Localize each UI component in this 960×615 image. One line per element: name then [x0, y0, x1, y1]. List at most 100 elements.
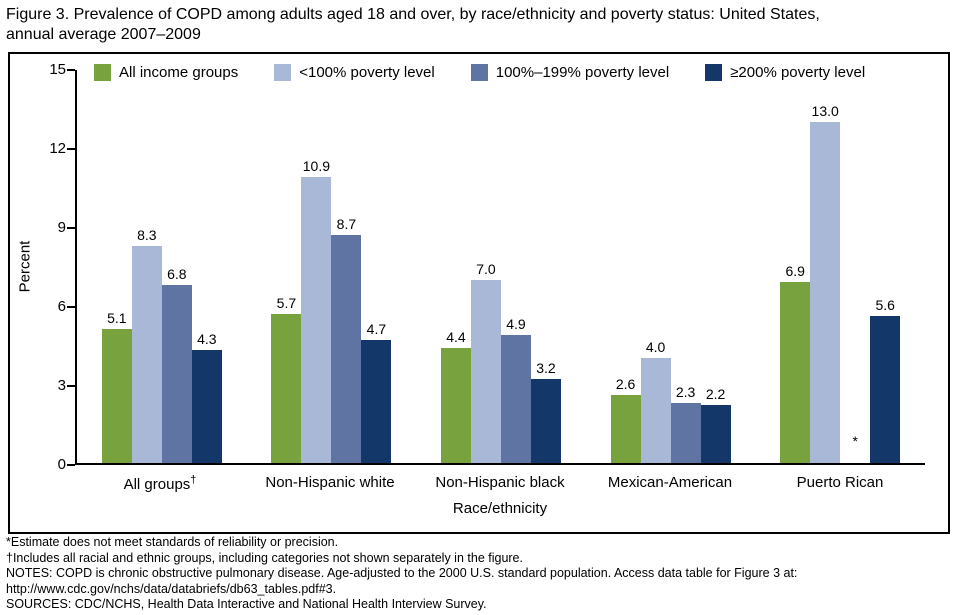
bar-slot: 8.3: [131, 70, 162, 463]
bar: [700, 405, 731, 463]
bar: [670, 402, 701, 463]
footnotes: *Estimate does not meet standards of rel…: [6, 535, 797, 613]
bar-slot: 6.9: [780, 70, 811, 463]
bar-value-label: 2.6: [615, 375, 636, 392]
chart-container: Percent All income groups <100% poverty l…: [8, 52, 950, 534]
bar: [610, 394, 641, 463]
x-axis-label: Race/ethnicity: [452, 500, 548, 517]
bar-value-label: 6.9: [785, 263, 805, 280]
bar-slot: 10.9: [301, 70, 332, 463]
footnote-line: SOURCES: CDC/NCHS, Health Data Interacti…: [6, 597, 487, 611]
bar-value-label: *: [852, 433, 858, 449]
y-tick-mark: [67, 69, 75, 71]
bar-value-label: 5.1: [107, 310, 127, 327]
bar-value-label: 5.6: [875, 297, 895, 314]
bar-slot: 5.7: [271, 70, 302, 463]
y-axis-label: Percent: [16, 240, 34, 293]
figure-title: Figure 3. Prevalence of COPD among adult…: [6, 5, 820, 46]
legend-label: ≥200% poverty level: [730, 64, 866, 81]
bar-group: 5.7 10.9 8.7 4.7: [247, 70, 417, 463]
bar-slot: 8.7: [331, 70, 362, 463]
footnote-line: http://www.cdc.gov/nchs/data/databriefs/…: [6, 581, 337, 596]
bar-value-label: 10.9: [302, 158, 331, 175]
bar-value-label: 2.3: [675, 383, 696, 400]
y-tick-mark: [67, 464, 75, 466]
legend-item: ≥200% poverty level: [705, 64, 865, 81]
category-label: Non-Hispanic white: [265, 474, 395, 491]
legend-label: <100% poverty level: [299, 64, 435, 81]
bar: [301, 177, 332, 463]
y-tick-label: 12: [49, 140, 66, 157]
bar-slot: 2.2: [700, 70, 731, 463]
bar-value-label: 8.7: [336, 216, 357, 233]
bar-group: 4.4 7.0 4.9 3.2: [416, 70, 586, 463]
bar: [640, 358, 671, 463]
bar-slot: 4.0: [640, 70, 671, 463]
legend-swatch: [470, 64, 488, 81]
bar: [191, 350, 222, 463]
figure-title-line1: Figure 3. Prevalence of COPD among adult…: [6, 6, 820, 23]
bar-slot: 7.0: [470, 70, 501, 463]
plot-area: 5.1 8.3 6.8 4.3 5.7 10.9 8.7 4.7 4.4 7.0 4.9 3.2 2.6…: [75, 70, 925, 465]
legend-label: All income groups: [119, 64, 239, 81]
y-tick-mark: [67, 306, 75, 308]
bar: [470, 279, 501, 463]
legend-swatch: [94, 64, 111, 81]
category-label: Puerto Rican: [796, 474, 884, 491]
category-label: All groups†: [123, 474, 197, 493]
category-label: Mexican-American: [607, 474, 733, 491]
bar-value-label: 6.8: [167, 265, 187, 282]
legend-swatch: [274, 64, 292, 81]
bar-value-label: 4.4: [446, 328, 466, 345]
y-tick-mark: [67, 148, 75, 150]
bar: [870, 316, 901, 463]
bar-value-label: 4.3: [197, 331, 217, 348]
bar: [101, 329, 132, 463]
bar-value-label: 13.0: [811, 103, 839, 120]
bar: [810, 122, 841, 463]
bar-slot: 4.3: [191, 70, 222, 463]
bar-slot: 2.6: [610, 70, 641, 463]
bar: [500, 334, 531, 463]
bar-group: 6.9 13.0 * 5.6: [755, 70, 925, 463]
bar: [331, 235, 362, 463]
bar-value-label: 7.0: [476, 260, 496, 277]
y-tick-mark: [67, 385, 75, 387]
bar-value-label: 3.2: [536, 360, 556, 377]
legend-item: 100%–199% poverty level: [470, 64, 669, 81]
bar-group: 2.6 4.0 2.3 2.2: [586, 70, 756, 463]
chart-legend: All income groups <100% poverty level 100%…: [94, 64, 865, 81]
bar-slot: 4.7: [361, 70, 392, 463]
y-tick-label: 9: [57, 219, 66, 236]
y-tick-label: 15: [49, 61, 66, 78]
bar-value-label: 8.3: [137, 226, 157, 243]
bar-group: 5.1 8.3 6.8 4.3: [77, 70, 247, 463]
category-label: Non-Hispanic black: [435, 474, 565, 491]
bar-value-label: 4.9: [506, 315, 526, 332]
bar-slot: 3.2: [530, 70, 561, 463]
bar: [780, 282, 811, 463]
category-labels: All groups† Non-Hispanic white Non-Hispani…: [75, 474, 925, 493]
bar: [440, 347, 471, 463]
dagger-marker: †: [190, 474, 197, 486]
bar: [131, 245, 162, 463]
bar-slot: 4.9: [500, 70, 531, 463]
y-tick-label: 6: [57, 298, 66, 315]
footnote-line: *Estimate does not meet standards of rel…: [6, 535, 339, 549]
bar-value-label: 5.7: [276, 294, 297, 311]
footnote-line: †Includes all racial and ethnic groups, …: [6, 550, 523, 565]
legend-item: <100% poverty level: [274, 64, 435, 81]
bar-slot: 5.1: [101, 70, 132, 463]
bar: [161, 284, 192, 463]
bar-slot: *: [840, 70, 870, 463]
bar-slot: 13.0: [810, 70, 841, 463]
bar: [271, 313, 302, 463]
bar: [361, 339, 392, 463]
y-tick-label: 3: [57, 377, 66, 394]
bar-slot: 2.3: [670, 70, 701, 463]
bar-value-label: 4.7: [366, 320, 387, 337]
legend-item: All income groups: [94, 64, 238, 81]
figure-title-line2: annual average 2007–2009: [6, 26, 201, 44]
bar-slot: 6.8: [161, 70, 192, 463]
